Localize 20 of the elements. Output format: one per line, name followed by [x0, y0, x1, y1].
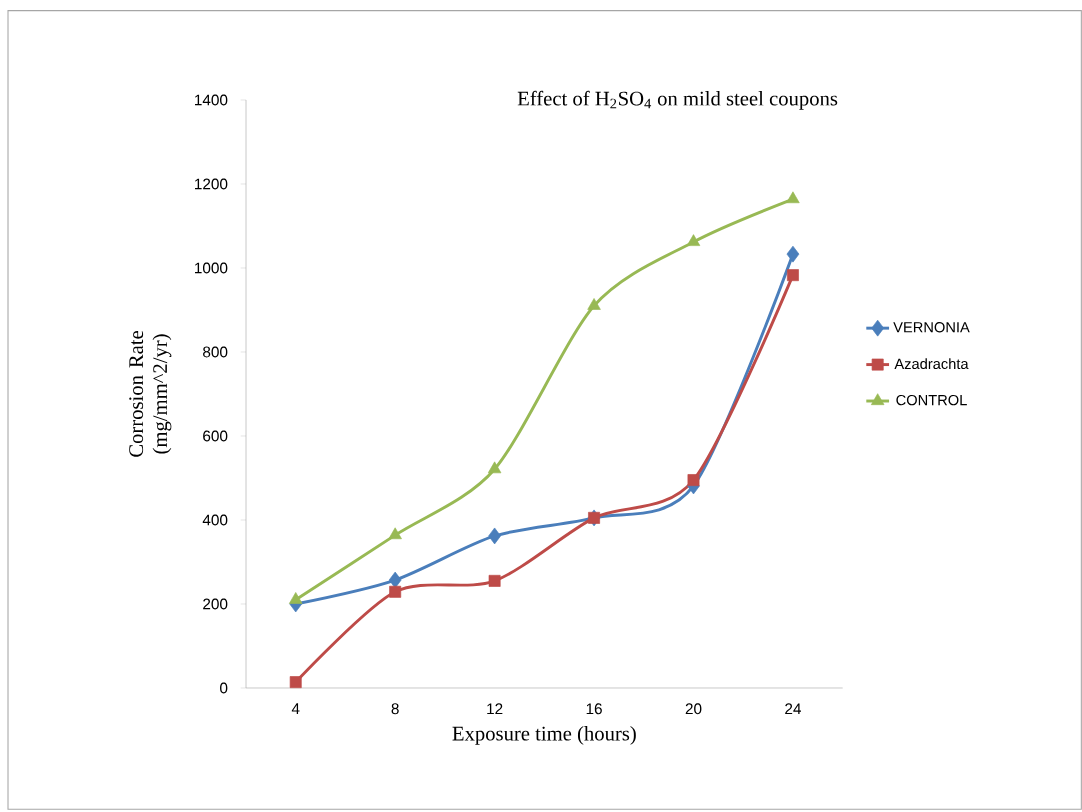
y-tick-label: 1200 — [195, 178, 228, 190]
legend-label: CONTROL — [896, 394, 967, 406]
y-tick-label: 1000 — [195, 262, 228, 274]
legend-label: VERNONIA — [893, 322, 970, 333]
x-axis-title: Exposure time (hours) — [452, 726, 636, 745]
y-axis-title: Corrosion Rate (mg/mm^2/yr) — [129, 331, 172, 457]
y-tick-label: 400 — [202, 514, 228, 526]
y-tick-label: 600 — [203, 430, 228, 442]
y-tick-label: 200 — [203, 598, 228, 610]
y-tick-label: 1400 — [195, 94, 228, 106]
x-tick-label: 12 — [487, 703, 503, 715]
y-tick-label: 800 — [203, 346, 228, 358]
chart-title: Effect of H$_{2}$SO$_{4}$ on mild steel coupons — [517, 90, 838, 110]
x-tick-label: 8 — [391, 703, 399, 715]
y-tick-label: 0 — [220, 682, 228, 694]
legend-label: Azadrachta — [894, 358, 969, 370]
x-tick-label: 24 — [785, 703, 802, 715]
x-tick-label: 20 — [685, 703, 702, 715]
x-tick-label: 16 — [586, 703, 602, 715]
x-tick-label: 4 — [291, 703, 300, 714]
